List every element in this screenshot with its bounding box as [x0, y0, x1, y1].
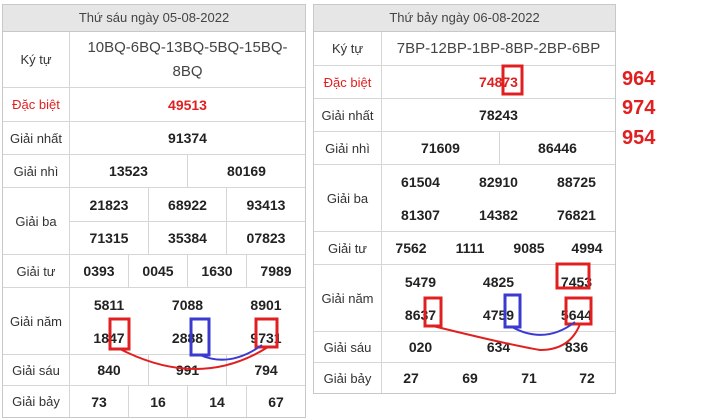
row-label: Giải năm [314, 265, 382, 331]
annotation-number: 974 [622, 97, 656, 119]
prize-value: 9731 [250, 329, 282, 346]
prize-value: 4759 [482, 306, 515, 323]
row-label: Đặc biệt [314, 66, 382, 98]
prize-value: 35384 [168, 229, 207, 246]
row-label: Ký tự [3, 32, 70, 87]
prize-value: 8901 [250, 296, 282, 313]
prize-value: 1111 [455, 240, 485, 256]
right-row-kytu: Ký tự 7BP-12BP-1BP-8BP-2BP-6BP [314, 32, 615, 66]
right-row-tu: Giải tư 7562 1111 9085 4994 [314, 232, 615, 265]
left-row-nhi: Giải nhì 13523 80169 [3, 155, 305, 188]
prize-value: 69 [462, 370, 478, 386]
prize-value: 67 [268, 393, 284, 410]
prize-value: 74873 [479, 74, 518, 90]
prize-value: 840 [97, 362, 121, 378]
prize-value: 2888 [171, 329, 204, 346]
left-row-sau: Giải sáu 840 991 794 [3, 355, 305, 386]
right-date-header: Thứ bảy ngày 06-08-2022 [314, 5, 615, 32]
row-label: Giải ba [314, 165, 382, 231]
row-label: Đặc biệt [3, 88, 70, 121]
right-row-bay: Giải bảy 27 69 71 72 [314, 363, 615, 393]
prize-value: 794 [254, 362, 278, 378]
prize-value: 5644 [560, 306, 593, 323]
right-result-table: Thứ bảy ngày 06-08-2022 Ký tự 7BP-12BP-1… [313, 4, 616, 394]
right-kytu-value: 7BP-12BP-1BP-8BP-2BP-6BP [396, 39, 601, 57]
prize-value: 9085 [513, 240, 545, 256]
prize-value: 991 [175, 362, 200, 378]
prize-value: 72 [579, 370, 595, 386]
prize-value: 1847 [93, 329, 125, 346]
prize-value: 1630 [201, 263, 233, 279]
left-date-header: Thứ sáu ngày 05-08-2022 [3, 5, 305, 32]
prize-value: 80169 [227, 163, 266, 179]
prize-value: 14 [209, 393, 225, 410]
prize-value: 21823 [89, 196, 129, 213]
prize-value: 86446 [538, 140, 577, 156]
prize-value: 5811 [93, 296, 125, 313]
prize-value: 93413 [246, 196, 286, 213]
left-row-nhat: Giải nhất 91374 [3, 122, 305, 155]
prize-value: 5479 [404, 273, 437, 290]
prize-value: 8637 [404, 306, 437, 323]
prize-value: 7453 [560, 273, 593, 290]
left-row-bay: Giải bảy 73 16 14 67 [3, 386, 305, 417]
right-row-nam: Giải năm 5479 4825 7453 8637 4759 5644 [314, 265, 615, 332]
prize-value: 73 [91, 393, 107, 410]
prize-value: 836 [564, 339, 589, 355]
prize-value: 14382 [479, 206, 518, 223]
left-row-kytu: Ký tự 10BQ-6BQ-13BQ-5BQ-15BQ-8BQ [3, 32, 305, 88]
left-row-dacbiet: Đặc biệt 49513 [3, 88, 305, 122]
prize-value: 16 [150, 393, 166, 410]
prize-value: 634 [486, 339, 511, 355]
prize-value: 71315 [89, 229, 129, 246]
row-label: Giải tư [3, 255, 70, 287]
prize-value: 27 [403, 370, 419, 386]
prize-value: 71 [521, 370, 537, 386]
prize-value: 68922 [168, 196, 207, 213]
prize-value: 0045 [142, 263, 174, 279]
prize-value: 4825 [482, 273, 515, 290]
prize-value: 4994 [571, 240, 603, 256]
prize-value: 0393 [83, 263, 115, 279]
row-label: Giải bảy [314, 363, 382, 393]
row-label: Giải sáu [314, 332, 382, 362]
prize-value: 13523 [109, 163, 148, 179]
row-label: Giải sáu [3, 355, 70, 385]
right-row-dacbiet: Đặc biệt 74873 [314, 66, 615, 99]
prize-value: 07823 [246, 229, 286, 246]
right-row-nhat: Giải nhất 78243 [314, 99, 615, 132]
prize-value: 78243 [479, 107, 518, 123]
prize-value: 76821 [557, 206, 596, 223]
row-label: Giải năm [3, 288, 70, 354]
left-row-nam: Giải năm 5811 7088 8901 1847 2888 9731 [3, 288, 305, 355]
prize-value: 91374 [168, 130, 207, 146]
row-label: Giải tư [314, 232, 382, 264]
row-label: Giải nhất [3, 122, 70, 154]
left-kytu-value: 10BQ-6BQ-13BQ-5BQ-15BQ-8BQ [87, 38, 288, 80]
row-label: Giải nhì [3, 155, 70, 187]
annotation-number: 964 [622, 68, 656, 90]
prize-value: 82910 [479, 173, 518, 190]
right-row-sau: Giải sáu 020 634 836 [314, 332, 615, 363]
left-row-ba: Giải ba 21823 68922 93413 71315 35384 07… [3, 188, 305, 255]
prize-value: 020 [408, 339, 433, 355]
prize-value: 71609 [421, 140, 460, 156]
prize-value: 7088 [171, 296, 204, 313]
row-label: Giải bảy [3, 386, 70, 417]
row-label: Ký tự [314, 32, 382, 65]
left-row-tu: Giải tư 0393 0045 1630 7989 [3, 255, 305, 288]
row-label: Giải nhì [314, 132, 382, 164]
annotation-number: 954 [622, 127, 656, 149]
right-row-nhi: Giải nhì 71609 86446 [314, 132, 615, 165]
right-row-ba: Giải ba 61504 82910 88725 81307 14382 76… [314, 165, 615, 232]
prize-value: 7562 [395, 240, 427, 256]
row-label: Giải nhất [314, 99, 382, 131]
prize-value: 61504 [401, 173, 440, 190]
left-result-table: Thứ sáu ngày 05-08-2022 Ký tự 10BQ-6BQ-1… [2, 4, 306, 418]
prize-value: 81307 [401, 206, 440, 223]
row-label: Giải ba [3, 188, 70, 254]
prize-value: 7989 [260, 263, 292, 279]
prize-value: 49513 [168, 96, 207, 113]
prize-value: 88725 [557, 173, 596, 190]
